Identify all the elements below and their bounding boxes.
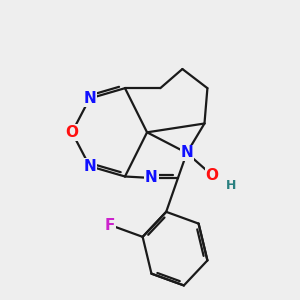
Text: N: N [83, 159, 96, 174]
Text: O: O [65, 125, 79, 140]
Text: O: O [205, 167, 218, 182]
Text: N: N [145, 170, 158, 185]
Text: F: F [105, 218, 116, 232]
Text: N: N [180, 146, 193, 160]
Text: N: N [83, 91, 96, 106]
Text: H: H [226, 179, 236, 192]
